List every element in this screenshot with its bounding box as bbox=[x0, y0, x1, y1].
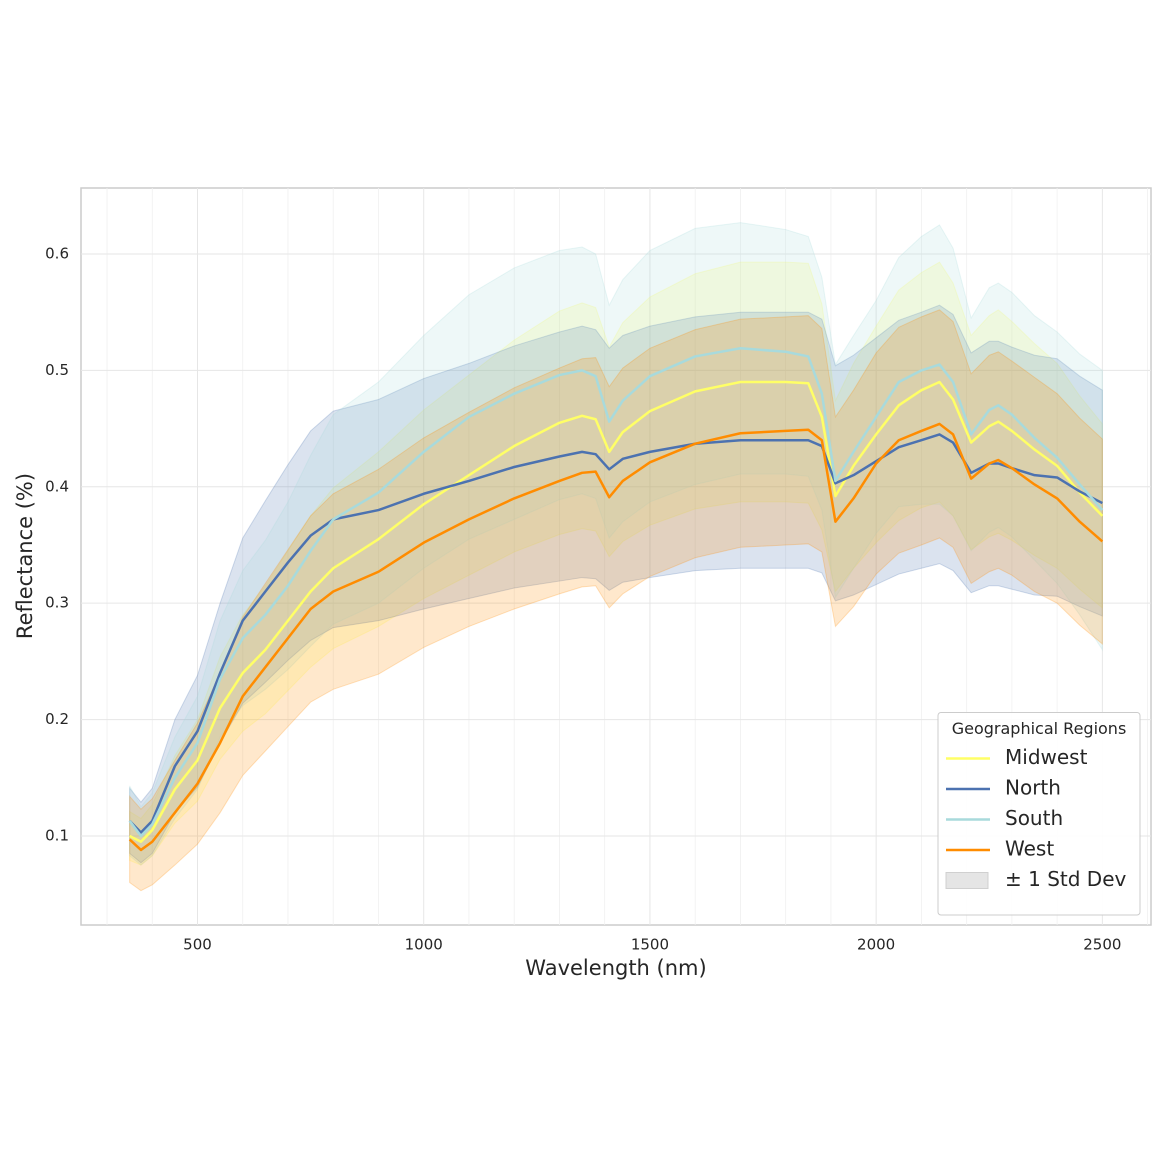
x-tick-label: 500 bbox=[183, 936, 212, 954]
legend-label: West bbox=[1005, 837, 1054, 861]
x-tick-label: 1500 bbox=[631, 936, 669, 954]
x-axis-label: Wavelength (nm) bbox=[525, 956, 706, 980]
y-axis-label: Reflectance (%) bbox=[13, 473, 37, 639]
y-tick-label: 0.3 bbox=[45, 594, 69, 612]
legend-label: South bbox=[1005, 806, 1063, 830]
y-tick-label: 0.6 bbox=[45, 244, 69, 262]
y-tick-label: 0.2 bbox=[45, 710, 69, 728]
x-tick-label: 2500 bbox=[1083, 936, 1121, 954]
y-tick-label: 0.4 bbox=[45, 477, 69, 495]
y-tick-label: 0.1 bbox=[45, 826, 69, 844]
legend-title: Geographical Regions bbox=[952, 719, 1127, 738]
legend-label: ± 1 Std Dev bbox=[1005, 867, 1126, 891]
y-tick-label: 0.5 bbox=[45, 361, 69, 379]
legend-swatch bbox=[946, 873, 988, 889]
legend-label: North bbox=[1005, 776, 1061, 800]
legend-label: Midwest bbox=[1005, 745, 1088, 769]
x-tick-label: 2000 bbox=[857, 936, 895, 954]
x-tick-label: 1000 bbox=[405, 936, 443, 954]
